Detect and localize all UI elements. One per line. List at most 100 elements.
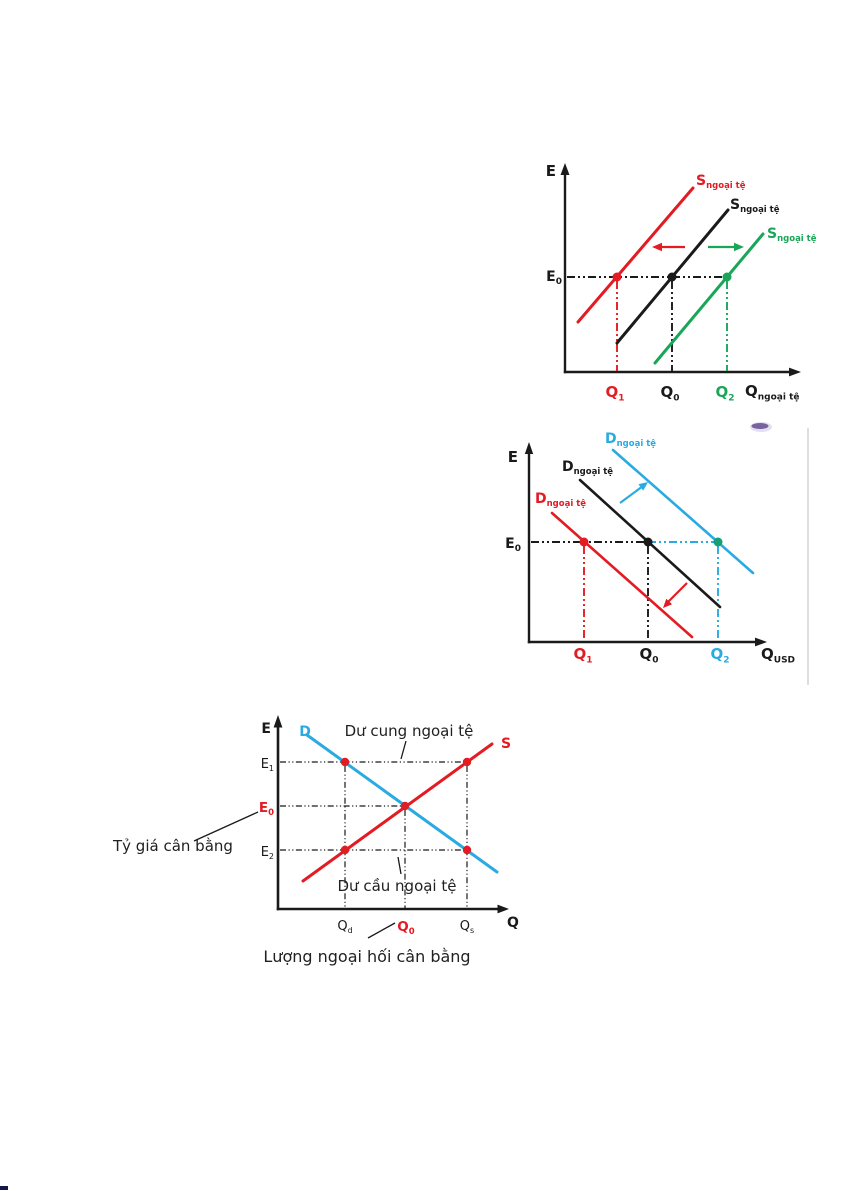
- q-label-main: Q: [337, 919, 347, 934]
- x-axis-arrow-icon: [755, 637, 767, 647]
- equilibrium-rate-pointer-line: [193, 811, 259, 842]
- x-axis-label-sub: USD: [774, 656, 795, 666]
- demand-shift-chart: E E0 Dngoại tệ Dngoại tệ Dngoại tệ Q1 Q0…: [505, 422, 809, 685]
- y-axis-label: E: [508, 448, 518, 466]
- curve-label-sub: ngoại tệ: [547, 499, 587, 509]
- curve-label-main: D: [605, 431, 617, 447]
- y-axis-label: E: [261, 721, 271, 737]
- price-label-e0: E0: [505, 536, 521, 554]
- equilibrium-chart: E Q D S E1 E0 E2 Dư cung ngoại tệ Dư cầu…: [112, 715, 519, 966]
- y-axis-arrow-icon: [273, 715, 283, 728]
- price-label-main: E: [546, 269, 556, 285]
- point-supply-at-e2: [340, 845, 350, 855]
- x-axis-arrow-icon: [497, 904, 509, 914]
- quantity-label-q0: Q0: [639, 645, 658, 666]
- x-axis-label: Qngoại tệ: [745, 382, 800, 403]
- price-label-sub: 2: [269, 852, 274, 861]
- q-label-sub: 0: [409, 927, 415, 937]
- q-label-sub: 0: [652, 656, 658, 666]
- q-label-main: Q: [460, 919, 470, 934]
- supply-shift-chart: E E0 Sngoại tệ Sngoại tệ Sngoại tệ Q1 Q0…: [546, 162, 817, 404]
- curve-label-sub: ngoại tệ: [777, 234, 817, 244]
- q-label-sub: s: [470, 926, 474, 935]
- curve-label-main: S: [696, 173, 706, 189]
- q-label-main: Q: [605, 383, 618, 401]
- ink-smudge: [751, 423, 769, 429]
- excess-demand-label: Dư cầu ngoại tệ: [338, 877, 457, 895]
- demand-curve-label: D: [299, 724, 311, 740]
- quantity-label-q1: Q1: [605, 383, 624, 404]
- equilibrium-dot-q2: [722, 272, 732, 282]
- q-label-main: Q: [660, 383, 673, 401]
- price-label-e0: E0: [546, 269, 562, 287]
- shift-right-arrowhead-icon: [734, 242, 744, 252]
- q-label-sub: 0: [673, 394, 679, 404]
- equilibrium-dot-q0: [667, 272, 677, 282]
- quantity-label-q0: Q0: [660, 383, 679, 404]
- quantity-label-qs: Qs: [460, 919, 474, 935]
- shift-left-arrowhead-icon: [663, 598, 673, 608]
- price-label-main: E: [261, 845, 269, 860]
- price-label-sub: 0: [556, 277, 562, 287]
- shift-right-arrow: [619, 486, 642, 504]
- price-label-e0: E0: [259, 800, 274, 818]
- supply-curve-shifted-left: [576, 186, 695, 324]
- point-supply-at-e1: [462, 757, 472, 767]
- curve-label-main: S: [767, 226, 777, 242]
- curve-label-main: S: [730, 197, 740, 213]
- equilibrium-dot-q1: [612, 272, 622, 282]
- curve-label-demand-cyan: Dngoại tệ: [605, 431, 656, 449]
- excess-supply-label: Dư cung ngoại tệ: [345, 722, 474, 740]
- price-label-e1: E1: [261, 757, 274, 773]
- x-axis-label-sub: ngoại tệ: [758, 393, 800, 403]
- excess-demand-pointer-line: [397, 856, 402, 875]
- q-label-sub: 1: [618, 394, 624, 404]
- curve-label-supply-red: Sngoại tệ: [696, 173, 746, 191]
- point-demand-at-e2: [462, 845, 472, 855]
- price-label-sub: 0: [268, 808, 274, 818]
- corner-mark: [0, 1186, 8, 1190]
- equilibrium-point: [400, 801, 410, 811]
- q-label-main: Q: [639, 645, 652, 663]
- excess-supply-pointer-line: [400, 740, 407, 760]
- shift-left-arrow: [667, 582, 688, 603]
- q-label-main: Q: [710, 645, 723, 663]
- corner-artifact: [0, 1186, 8, 1190]
- equilibrium-rate-label: Tỷ giá cân bằng: [112, 837, 233, 855]
- equilibrium-dot-q1: [579, 537, 589, 547]
- equilibrium-dot-q0: [643, 537, 653, 547]
- price-label-e2: E2: [261, 845, 274, 861]
- price-label-main: E: [259, 800, 268, 816]
- equilibrium-quantity-label: Lượng ngoại hối cân bằng: [263, 947, 470, 966]
- y-axis-arrow-icon: [560, 163, 570, 175]
- y-axis-label: E: [546, 162, 556, 180]
- x-axis-label: Q: [507, 915, 519, 931]
- q-label-sub: 2: [723, 656, 729, 666]
- curve-label-sub: ngoại tệ: [706, 181, 746, 191]
- x-axis-arrow-icon: [789, 367, 801, 377]
- curve-label-main: D: [535, 491, 547, 507]
- curve-label-demand-black: Dngoại tệ: [562, 459, 613, 477]
- shift-right-arrowhead-icon: [638, 482, 648, 491]
- supply-curve: [301, 742, 494, 883]
- curve-label-sub: ngoại tệ: [617, 439, 657, 449]
- q-label-main: Q: [715, 383, 728, 401]
- curve-label-supply-black: Sngoại tệ: [730, 197, 780, 215]
- quantity-label-q1: Q1: [573, 645, 592, 666]
- quantity-label-q2: Q2: [710, 645, 729, 666]
- price-label-main: E: [505, 536, 515, 552]
- price-label-sub: 1: [269, 764, 274, 773]
- price-label-main: E: [261, 757, 269, 772]
- supply-curve-shifted-right: [653, 232, 765, 365]
- quantity-label-q0: Q0: [397, 919, 414, 937]
- curve-label-demand-red: Dngoại tệ: [535, 491, 586, 509]
- q-label-main: Q: [397, 919, 408, 935]
- q-label-sub: d: [348, 926, 353, 935]
- equilibrium-dot-q2: [713, 537, 723, 547]
- q-label-main: Q: [573, 645, 586, 663]
- x-axis-label-main: Q: [745, 382, 758, 400]
- demand-curve-shifted-right: [611, 448, 755, 575]
- y-axis-arrow-icon: [524, 442, 534, 454]
- quantity-label-q2: Q2: [715, 383, 734, 404]
- quantity-label-qd: Qd: [337, 919, 352, 935]
